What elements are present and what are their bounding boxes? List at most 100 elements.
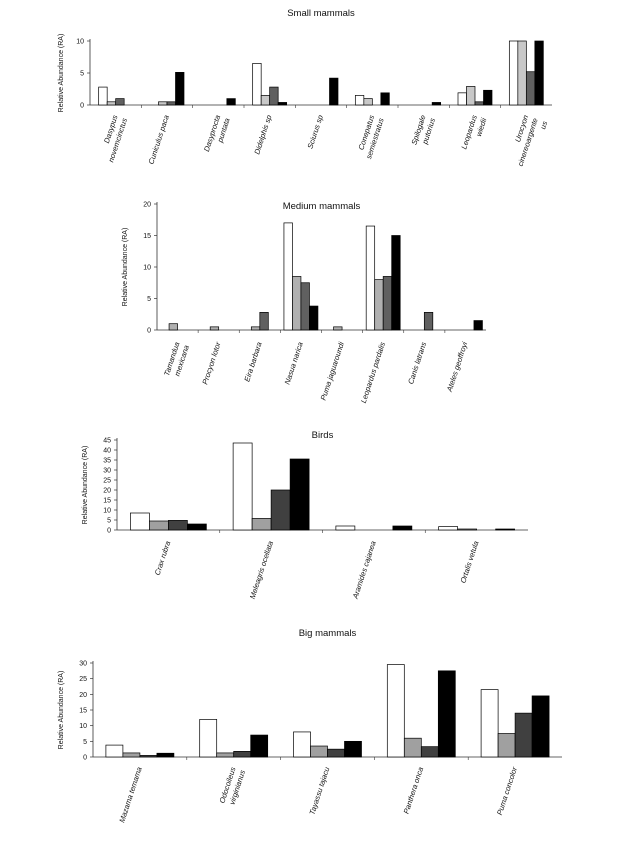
y-tick-label: 40 bbox=[103, 448, 111, 455]
bar bbox=[260, 95, 271, 106]
bar bbox=[216, 752, 235, 758]
y-tick-label: 35 bbox=[103, 458, 111, 465]
category-label-line: Meleagris ocellata bbox=[248, 540, 275, 600]
category-label-line: Leopardus pardalis bbox=[359, 341, 387, 405]
bar bbox=[344, 740, 362, 758]
bar bbox=[105, 744, 124, 758]
bar bbox=[199, 719, 218, 758]
category-label-line: Mazama temama bbox=[117, 766, 143, 824]
category-label: Spilogaleputorius bbox=[409, 114, 437, 149]
y-tick-label: 0 bbox=[107, 528, 111, 535]
bar bbox=[457, 528, 477, 531]
bar bbox=[293, 731, 311, 758]
category-label: Dasyproctapuntata bbox=[202, 114, 232, 156]
bar bbox=[431, 102, 442, 106]
bar bbox=[292, 276, 302, 331]
bar bbox=[473, 320, 483, 331]
category-label-line: Crax rubra bbox=[153, 540, 173, 576]
bar bbox=[329, 77, 339, 106]
category-label: Odocoileusvirginianus bbox=[217, 766, 247, 808]
category-label-line: Procyon lotor bbox=[200, 340, 222, 385]
bar bbox=[517, 40, 527, 106]
bar bbox=[168, 323, 178, 331]
bar bbox=[283, 222, 293, 331]
y-tick-label: 15 bbox=[143, 233, 151, 240]
bar bbox=[209, 326, 220, 331]
bar bbox=[534, 40, 544, 106]
bar bbox=[226, 98, 236, 106]
category-label-line: Puma concolor bbox=[495, 765, 519, 816]
bar bbox=[166, 101, 176, 106]
category-label-line: Ateles geoffroyi bbox=[444, 341, 469, 394]
y-tick-label: 20 bbox=[79, 692, 87, 699]
bar bbox=[106, 101, 117, 106]
category-label-line: Sciurus sp bbox=[306, 114, 325, 150]
bar bbox=[457, 92, 467, 106]
bar bbox=[531, 695, 550, 758]
bar bbox=[259, 312, 269, 331]
chart-title: Small mammals bbox=[287, 8, 355, 19]
bar bbox=[382, 276, 393, 331]
bar bbox=[354, 95, 365, 106]
bar bbox=[333, 326, 343, 331]
y-tick-label: 20 bbox=[103, 488, 111, 495]
y-tick-label: 0 bbox=[147, 328, 151, 335]
category-label: Nasua narica bbox=[283, 341, 305, 386]
category-label: Mazama temama bbox=[117, 766, 143, 824]
category-label: Puma concolor bbox=[495, 765, 519, 816]
bar bbox=[466, 86, 476, 106]
chart-panel: Birds Relative Abundance (RA) 0 5 10 15 20 25 30… bbox=[82, 430, 528, 601]
bar bbox=[251, 518, 272, 531]
category-label: Procyon lotor bbox=[200, 340, 222, 385]
chart-title: Medium mammals bbox=[283, 201, 361, 212]
category-label: Eira barbara bbox=[242, 341, 263, 383]
category-label: Leoparduswiedii bbox=[459, 114, 488, 154]
y-tick-label: 5 bbox=[80, 71, 84, 78]
bar bbox=[250, 734, 269, 758]
y-tick-label: 0 bbox=[83, 755, 87, 762]
y-axis-label: Relative Abundance (RA) bbox=[58, 671, 65, 750]
bar bbox=[187, 523, 207, 531]
chart-title: Big mammals bbox=[299, 628, 357, 639]
category-label-line: Puma jaguaroundi bbox=[319, 341, 346, 402]
bar bbox=[420, 746, 439, 758]
bar bbox=[386, 664, 405, 758]
y-tick-label: 25 bbox=[79, 676, 87, 683]
category-label: Leopardus pardalis bbox=[359, 341, 387, 405]
y-tick-label: 15 bbox=[79, 708, 87, 715]
category-label: Sciurus sp bbox=[306, 114, 325, 150]
bar bbox=[158, 101, 168, 106]
category-label: Tamanduamexicana bbox=[162, 341, 191, 380]
chart-panel: Medium mammals Relative Abundance (RA) 0 5 1… bbox=[122, 201, 486, 404]
category-label: Meleagris ocellata bbox=[248, 540, 275, 600]
category-label-line: Panthera onca bbox=[402, 766, 426, 815]
y-tick-label: 30 bbox=[103, 468, 111, 475]
bar bbox=[327, 748, 345, 758]
bar bbox=[309, 305, 319, 331]
bar bbox=[392, 525, 413, 531]
bar bbox=[300, 282, 310, 331]
bar bbox=[474, 101, 484, 106]
bar bbox=[233, 751, 252, 758]
category-label-line: Ortalis vetula bbox=[458, 540, 480, 584]
category-label-line: Eira barbara bbox=[242, 341, 263, 383]
bar bbox=[252, 63, 262, 106]
bar bbox=[363, 98, 373, 106]
bar bbox=[270, 489, 291, 531]
y-axis-label: Relative Abundance (RA) bbox=[82, 446, 89, 525]
category-label-line: us bbox=[538, 120, 549, 131]
bar bbox=[423, 312, 434, 331]
bar bbox=[514, 712, 533, 758]
y-tick-label: 5 bbox=[147, 296, 151, 303]
bar bbox=[480, 689, 499, 758]
bar bbox=[380, 92, 390, 106]
y-tick-label: 45 bbox=[103, 438, 111, 445]
category-label-line: Nasua narica bbox=[283, 341, 305, 386]
bar bbox=[495, 528, 515, 531]
category-label: Didelphis sp bbox=[252, 114, 273, 156]
bar bbox=[335, 525, 356, 531]
category-label-line: Didelphis sp bbox=[252, 114, 273, 156]
bar bbox=[497, 733, 516, 758]
bar bbox=[232, 442, 253, 531]
y-tick-label: 10 bbox=[143, 265, 151, 272]
